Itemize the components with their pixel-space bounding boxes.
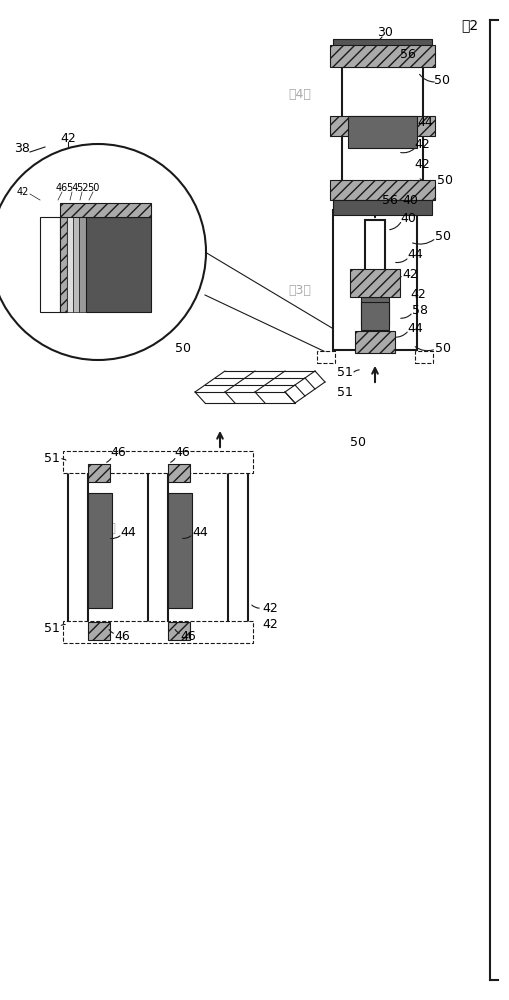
Bar: [348, 116, 417, 148]
Bar: [79, 217, 86, 312]
Bar: [168, 622, 190, 640]
Bar: [355, 331, 395, 353]
Text: 50: 50: [435, 342, 451, 355]
Bar: [330, 116, 435, 136]
Bar: [86, 217, 151, 312]
Text: 46: 46: [174, 446, 190, 460]
Bar: [88, 464, 110, 482]
Text: 44: 44: [192, 526, 208, 538]
Text: 42: 42: [410, 288, 426, 302]
Text: 第1步: 第1步: [94, 522, 117, 534]
Text: 44: 44: [407, 322, 423, 334]
Text: 42: 42: [262, 618, 278, 632]
Bar: [365, 220, 385, 340]
Text: 42: 42: [414, 138, 430, 151]
Bar: [317, 351, 335, 363]
Text: 图2: 图2: [461, 18, 478, 32]
Text: 30: 30: [377, 26, 393, 39]
Bar: [73, 217, 79, 312]
Text: 50: 50: [434, 74, 450, 87]
Text: 44: 44: [407, 248, 423, 261]
Bar: [330, 45, 435, 67]
Text: 56: 56: [382, 194, 398, 207]
Bar: [333, 39, 432, 53]
Text: 第2步: 第2步: [133, 284, 156, 296]
Text: 50: 50: [437, 174, 453, 186]
Bar: [355, 270, 395, 292]
Text: 38: 38: [14, 141, 30, 154]
Text: 42: 42: [402, 268, 418, 282]
Text: 50: 50: [87, 183, 99, 193]
Text: 42: 42: [17, 187, 29, 197]
Text: 42: 42: [60, 131, 76, 144]
Circle shape: [0, 144, 206, 360]
Text: 52: 52: [76, 183, 88, 193]
Bar: [350, 269, 400, 297]
Bar: [333, 200, 432, 215]
Text: 44: 44: [417, 115, 433, 128]
Bar: [361, 302, 389, 330]
Bar: [88, 493, 112, 608]
Bar: [228, 460, 248, 630]
Text: 42: 42: [414, 158, 430, 172]
Bar: [88, 622, 110, 640]
Text: 42: 42: [262, 601, 278, 614]
Bar: [361, 297, 389, 325]
Bar: [333, 210, 417, 350]
Bar: [415, 351, 433, 363]
Text: 44: 44: [120, 526, 136, 538]
Bar: [168, 493, 192, 608]
Bar: [342, 67, 423, 182]
Bar: [63, 621, 253, 643]
Text: 54: 54: [66, 183, 78, 193]
Text: 46: 46: [180, 631, 196, 644]
Bar: [67, 217, 73, 312]
Bar: [330, 180, 435, 200]
Text: 46: 46: [114, 631, 130, 644]
Text: 51: 51: [337, 385, 353, 398]
Bar: [68, 460, 88, 630]
Bar: [60, 203, 151, 217]
Bar: [168, 464, 190, 482]
Text: 50: 50: [350, 436, 366, 448]
Bar: [337, 217, 413, 265]
Text: 第4步: 第4步: [289, 89, 312, 102]
Bar: [63, 451, 253, 473]
Text: 40: 40: [402, 194, 418, 207]
Text: 40: 40: [400, 212, 416, 225]
Text: 56: 56: [400, 48, 416, 62]
Text: 46: 46: [110, 446, 126, 460]
Bar: [148, 460, 168, 630]
Text: 46: 46: [56, 183, 68, 193]
Bar: [40, 217, 60, 312]
Text: 50: 50: [175, 342, 191, 355]
Text: 第3步: 第3步: [289, 284, 312, 296]
Text: 51: 51: [44, 621, 60, 635]
Text: 50: 50: [435, 231, 451, 243]
Text: 51: 51: [337, 365, 353, 378]
Text: 51: 51: [44, 452, 60, 464]
Bar: [60, 217, 67, 312]
Text: 58: 58: [412, 304, 428, 316]
